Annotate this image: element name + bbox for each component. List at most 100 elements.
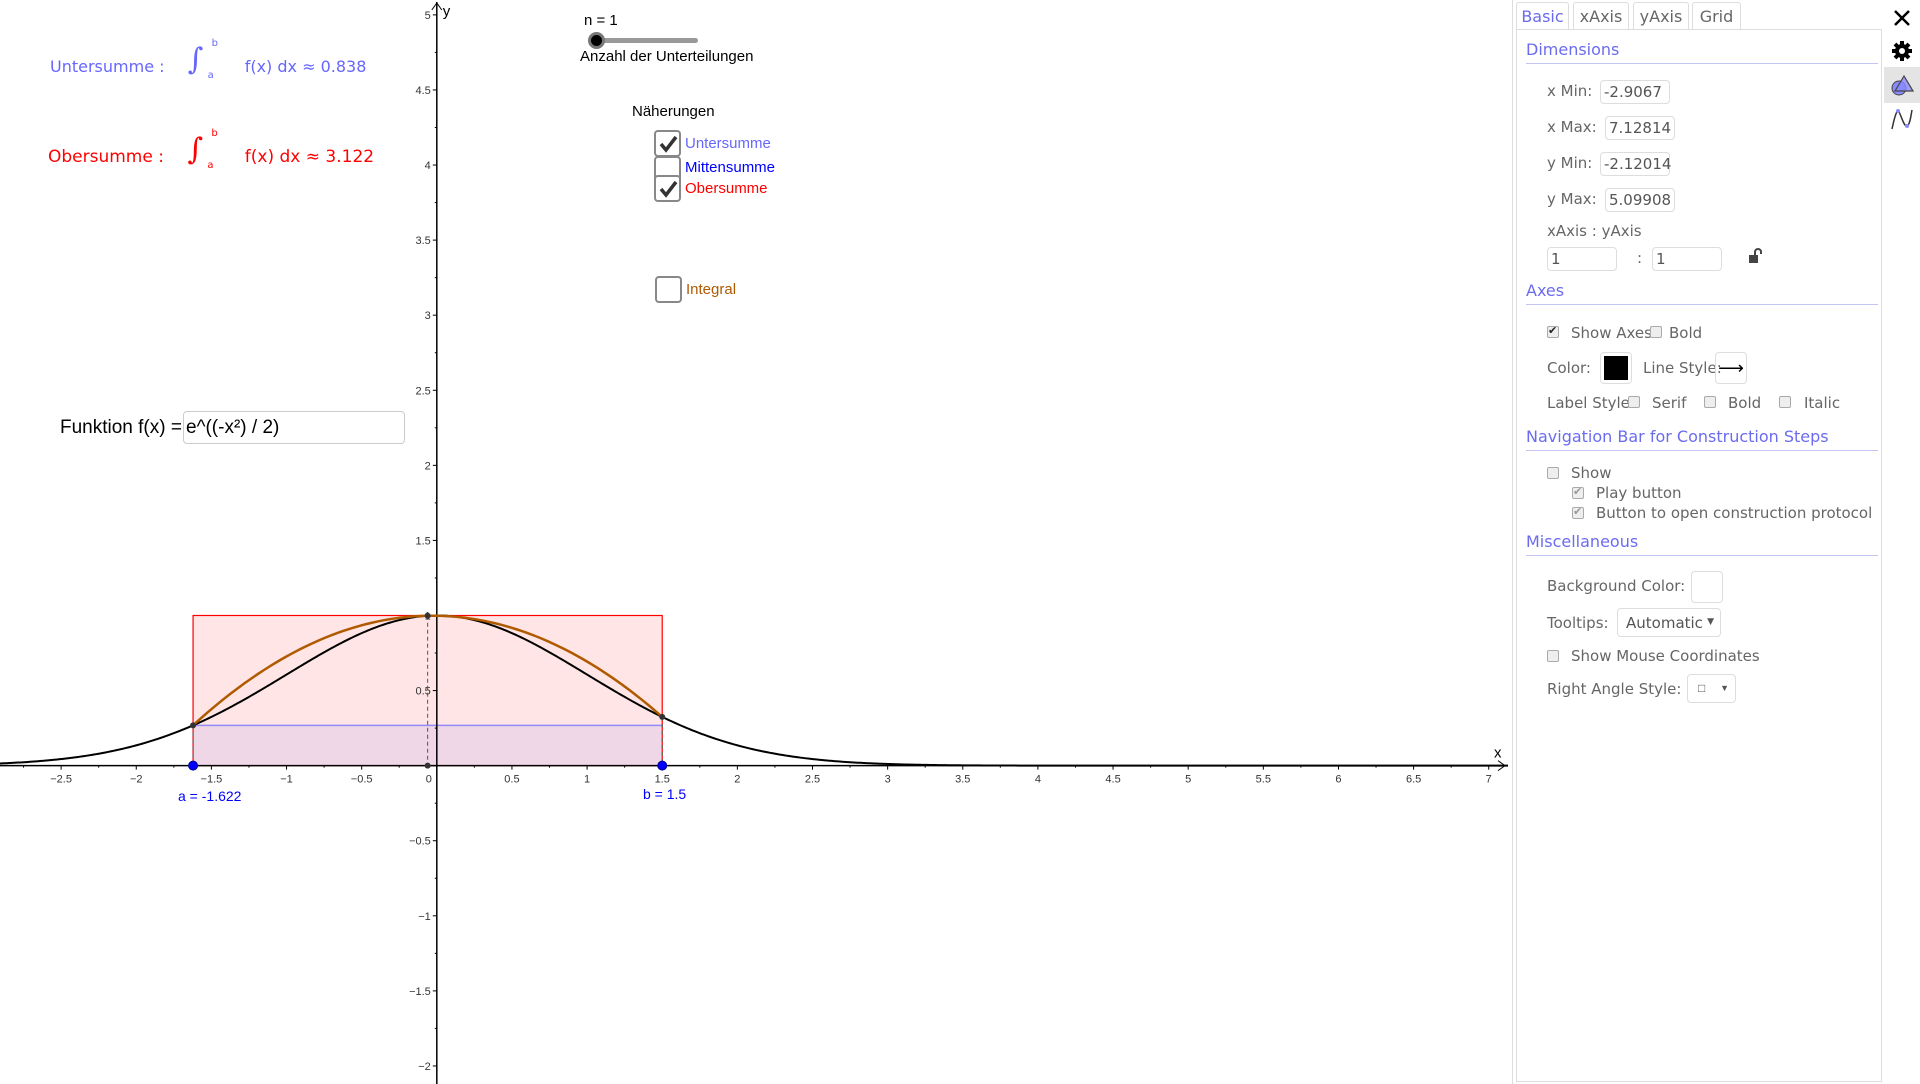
right-angle-label: Right Angle Style: bbox=[1547, 680, 1682, 698]
tab-xaxis[interactable]: xAxis bbox=[1573, 2, 1629, 29]
untersumme-checkbox[interactable] bbox=[654, 130, 681, 157]
close-icon bbox=[1894, 10, 1910, 26]
x-tick-label: −1.5 bbox=[201, 774, 223, 786]
point-b-label: b = 1.5 bbox=[643, 786, 687, 802]
y-max-label: y Max: bbox=[1547, 190, 1597, 208]
play-button-checkbox[interactable] bbox=[1572, 485, 1584, 499]
y-tick-label: 2.5 bbox=[416, 385, 431, 397]
settings-panel: Basic xAxis yAxis Grid Dimensions x Min:… bbox=[1512, 0, 1884, 1084]
show-axes-checkbox[interactable] bbox=[1547, 324, 1559, 338]
y-tick-label: 2 bbox=[425, 460, 431, 472]
point-a bbox=[188, 760, 199, 771]
axes-header: Axes bbox=[1526, 281, 1878, 305]
x-tick-label: 0 bbox=[426, 774, 432, 786]
subdivisions-slider[interactable] bbox=[596, 38, 698, 43]
protocol-button-checkbox[interactable] bbox=[1572, 505, 1584, 519]
x-axis-label: x bbox=[1494, 745, 1502, 762]
background-color-button[interactable] bbox=[1691, 571, 1723, 603]
label-bold-label: Bold bbox=[1728, 394, 1762, 412]
tab-grid[interactable]: Grid bbox=[1692, 2, 1741, 29]
graphics-settings-button[interactable] bbox=[1884, 67, 1920, 103]
tab-yaxis[interactable]: yAxis bbox=[1633, 2, 1689, 29]
x-tick-label: 1.5 bbox=[655, 774, 670, 786]
x-tick-label: 6.5 bbox=[1406, 774, 1421, 786]
axes-color-label: Color: bbox=[1547, 359, 1591, 377]
y-tick-label: 5 bbox=[425, 10, 431, 22]
x-tick-label: 5.5 bbox=[1256, 774, 1271, 786]
axis-ratio-label: xAxis : yAxis bbox=[1547, 222, 1642, 240]
x-tick-label: 0.5 bbox=[504, 774, 519, 786]
function-input[interactable]: e^((-x²) / 2) bbox=[183, 411, 405, 444]
untersumme-checkbox-label[interactable]: Untersumme bbox=[685, 135, 771, 152]
nav-show-checkbox[interactable] bbox=[1547, 467, 1559, 479]
mouse-coords-checkbox[interactable] bbox=[1547, 650, 1559, 662]
integral-checkbox-label[interactable]: Integral bbox=[686, 281, 737, 298]
x-tick-label: −2 bbox=[130, 774, 143, 786]
curve-point bbox=[190, 722, 197, 729]
check-icon bbox=[659, 135, 678, 153]
x-tick-label: 3.5 bbox=[955, 774, 970, 786]
x-tick-label: −1 bbox=[280, 774, 293, 786]
algebra-settings-button[interactable] bbox=[1884, 101, 1920, 137]
line-style-button[interactable]: ⟶ bbox=[1715, 352, 1747, 384]
x-tick-label: 2.5 bbox=[805, 774, 820, 786]
tab-basic[interactable]: Basic bbox=[1516, 2, 1569, 29]
integral-sign: ∫ bbox=[187, 132, 204, 167]
unlock-icon[interactable] bbox=[1748, 248, 1764, 264]
slider-value-label: n = 1 bbox=[584, 12, 618, 29]
x-min-input[interactable]: -2.9067 bbox=[1600, 80, 1670, 104]
bold-label: Bold bbox=[1669, 324, 1703, 342]
upper-limit: b bbox=[211, 38, 218, 49]
function-curve bbox=[0, 614, 1508, 767]
x-tick-label: 7 bbox=[1486, 774, 1492, 786]
point-a-label: a = -1.622 bbox=[178, 788, 242, 804]
bold-checkbox[interactable] bbox=[1650, 326, 1662, 338]
dimensions-header: Dimensions bbox=[1526, 40, 1878, 64]
italic-checkbox[interactable] bbox=[1779, 396, 1791, 408]
y-tick-label: 3 bbox=[425, 310, 431, 322]
line-style-label: Line Style: bbox=[1643, 359, 1722, 377]
obersumme-checkbox-label[interactable]: Obersumme bbox=[685, 180, 768, 197]
dropdown-arrow-icon: ▼ bbox=[1720, 683, 1729, 693]
right-angle-select[interactable]: □ ▼ bbox=[1687, 674, 1736, 703]
x-min-label: x Min: bbox=[1547, 82, 1593, 100]
navigation-header: Navigation Bar for Construction Steps bbox=[1526, 427, 1878, 451]
label-style-label: Label Style: bbox=[1547, 394, 1635, 412]
tooltips-select[interactable]: Automatic ▼ bbox=[1617, 608, 1721, 637]
obersumme-checkbox[interactable] bbox=[654, 175, 681, 202]
obersumme-text: Obersumme : ∫ b a f(x) dx ≈ 3.122 bbox=[48, 128, 375, 171]
slider-handle[interactable] bbox=[588, 32, 605, 49]
point-b bbox=[657, 760, 668, 771]
ratio-x-input[interactable]: 1 bbox=[1547, 247, 1617, 271]
y-tick-label: 0.5 bbox=[416, 686, 431, 698]
obersumme-label: Obersumme : bbox=[48, 147, 164, 167]
gear-icon bbox=[1892, 41, 1912, 61]
integral-checkbox[interactable] bbox=[655, 276, 682, 303]
x-max-input[interactable]: 7.12814 bbox=[1605, 116, 1675, 140]
mouse-coords-label: Show Mouse Coordinates bbox=[1571, 647, 1760, 665]
serif-label: Serif bbox=[1652, 394, 1687, 412]
graphics-icon bbox=[1891, 74, 1914, 96]
italic-label: Italic bbox=[1804, 394, 1841, 412]
axes-color-button[interactable] bbox=[1600, 352, 1632, 384]
y-tick-label: −2 bbox=[418, 1061, 431, 1073]
ratio-y-input[interactable]: 1 bbox=[1652, 247, 1722, 271]
label-bold-checkbox[interactable] bbox=[1704, 396, 1716, 408]
graphics-view[interactable]: x y −2.5 −2 −1.5 −1 −0.5 0 0.5 1 1.5 2 2.5 3 3.5 4 4.5 5 5… bbox=[0, 0, 1512, 1084]
lower-limit: a bbox=[207, 160, 214, 171]
x-tick-label: 4.5 bbox=[1105, 774, 1120, 786]
curve-point bbox=[424, 762, 431, 769]
obersumme-value: ≈ 3.122 bbox=[305, 147, 375, 167]
close-button[interactable] bbox=[1884, 0, 1920, 36]
serif-checkbox[interactable] bbox=[1628, 396, 1640, 408]
background-color-label: Background Color: bbox=[1547, 577, 1686, 595]
mittensumme-checkbox-label[interactable]: Mittensumme bbox=[685, 159, 776, 176]
right-angle-value: □ bbox=[1698, 681, 1706, 695]
tooltips-label: Tooltips: bbox=[1547, 614, 1609, 632]
misc-header: Miscellaneous bbox=[1526, 532, 1878, 556]
y-max-input[interactable]: 5.09908 bbox=[1605, 188, 1675, 212]
y-tick-label: 4 bbox=[425, 160, 431, 172]
y-min-input[interactable]: -2.12014 bbox=[1600, 152, 1671, 176]
settings-button[interactable] bbox=[1884, 33, 1920, 69]
nav-show-label: Show bbox=[1571, 464, 1612, 482]
